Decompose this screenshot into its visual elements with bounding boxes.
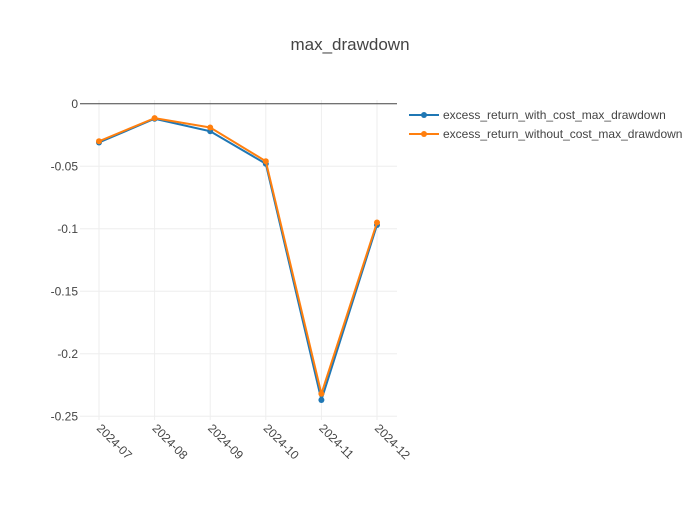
legend-swatch-marker [421,131,427,137]
legend-swatch-marker [421,112,427,118]
series-line [98,117,378,395]
series-2 [96,115,380,397]
y-tick-label: -0.2 [57,347,78,361]
y-tick-label: -0.25 [51,409,79,423]
data-point [318,390,325,397]
y-tick-label: 0 [71,97,78,111]
legend-item-1[interactable]: excess_return_with_cost_max_drawdown [409,108,666,122]
data-point [374,219,380,226]
legend-label: excess_return_without_cost_max_drawdown [443,127,682,141]
y-tick-label: -0.1 [57,222,78,236]
y-tick-label: -0.05 [51,159,79,173]
chart-title: max_drawdown [290,35,409,54]
data-point [318,397,325,403]
y-axis-ticks: 0 -0.05 -0.1 -0.15 -0.2 -0.25 [51,97,79,424]
legend-label: excess_return_with_cost_max_drawdown [443,108,666,122]
data-point [262,158,269,165]
data-point [96,138,102,145]
legend-item-2[interactable]: excess_return_without_cost_max_drawdown [409,127,682,141]
data-point [207,124,214,131]
y-tick-label: -0.15 [51,284,79,298]
legend[interactable]: excess_return_with_cost_max_drawdownexce… [409,108,682,141]
grid-layer [80,100,397,420]
data-point [151,115,158,122]
series-layer [96,115,380,403]
